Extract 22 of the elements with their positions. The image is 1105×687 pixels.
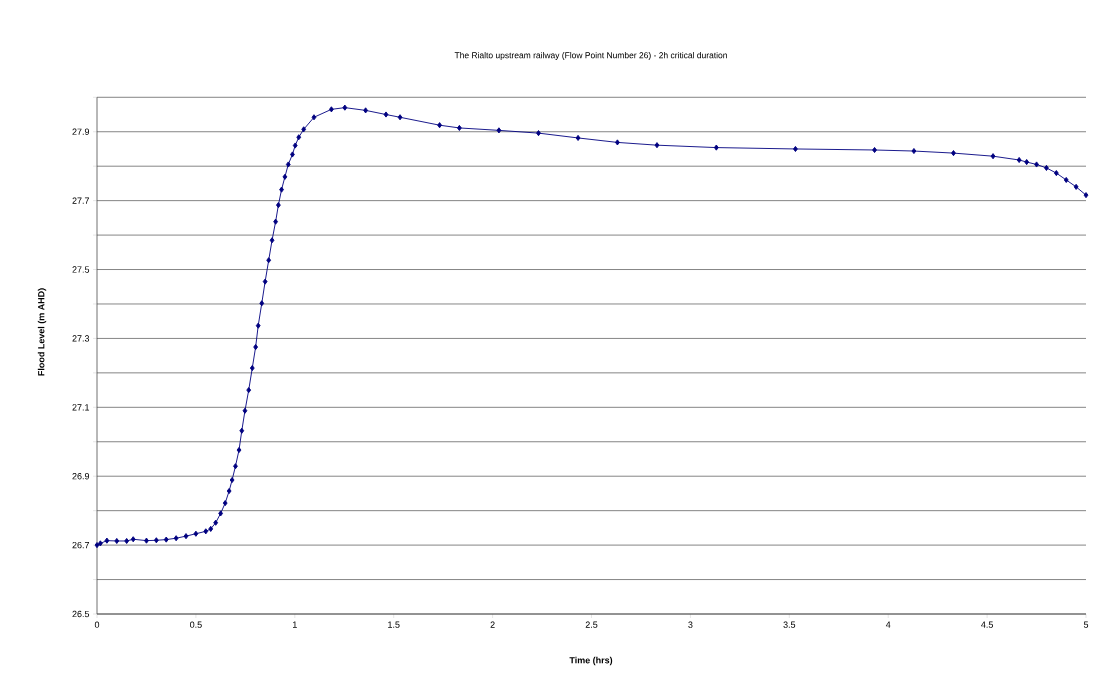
x-tick-label: 0	[94, 621, 100, 628]
y-tick-label: 27.7	[72, 197, 90, 204]
y-tick-label: 27.5	[72, 266, 90, 273]
y-tick-label: 26.5	[72, 610, 90, 618]
x-tick-label: 0.5	[190, 621, 202, 628]
y-tick-label: 27.3	[72, 335, 90, 342]
y-tick-label: 27.9	[72, 128, 90, 135]
y-tick-label: 26.7	[72, 541, 90, 549]
x-tick-label: 2	[490, 621, 495, 628]
x-tick-label: 4	[885, 621, 891, 628]
x-tick-label: 1	[293, 621, 297, 628]
x-tick-label: 1.5	[388, 621, 400, 628]
x-tick-label: 2.5	[585, 621, 598, 628]
chart-title: The Rialto upstream railway (Flow Point Number 26) - 2h critical duration	[454, 52, 727, 60]
x-tick-label: 3	[688, 621, 693, 628]
y-axis-title: Flood Level (m AHD)	[37, 288, 47, 376]
x-tick-label: 3.5	[783, 621, 796, 628]
x-tick-label: 5	[1083, 621, 1089, 628]
x-tick-label: 4.5	[981, 621, 993, 628]
y-tick-label: 26.9	[72, 473, 90, 480]
y-tick-label: 27.1	[72, 404, 90, 411]
x-axis-title: Time (hrs)	[569, 656, 613, 666]
